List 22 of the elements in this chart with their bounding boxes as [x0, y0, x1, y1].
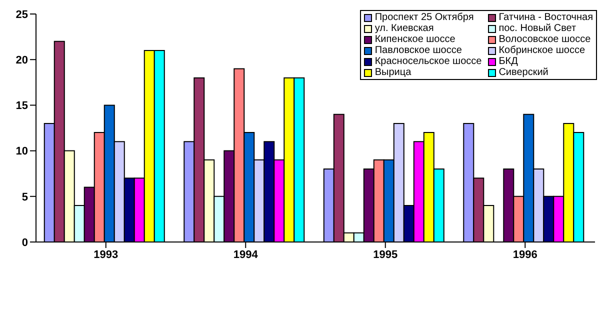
x-tick-label: 1994 [233, 248, 259, 261]
y-tick-label: 0 [22, 236, 28, 249]
legend-label: Волосовское шоссе [498, 34, 592, 45]
y-tick-label: 20 [16, 54, 28, 67]
legend-label: Проспект 25 Октября [374, 12, 475, 23]
legend-label: Вырица [374, 67, 412, 78]
legend-label: ул. Киевская [374, 23, 435, 34]
y-tick-label: 10 [16, 146, 28, 158]
legend-label: БКД [498, 56, 519, 67]
legend-label: Красносельское шоссе [374, 56, 482, 67]
legend-label: Сиверский [498, 67, 550, 78]
y-tick-label: 15 [16, 100, 28, 112]
legend-label: Кипенское шоссе [374, 34, 456, 45]
y-tick-label: 5 [22, 191, 28, 204]
x-tick-label: 1996 [512, 248, 538, 261]
legend-label: Гатчина - Восточная [498, 12, 593, 23]
x-tick-label: 1993 [94, 248, 118, 261]
y-tick-label: 25 [16, 8, 28, 21]
x-tick-label: 1995 [373, 248, 398, 261]
legend-label: пос. Новый Свет [498, 23, 578, 34]
legend-label: Павловское шоссе [374, 45, 463, 56]
legend-label: Кобринское шоссе [498, 45, 586, 56]
